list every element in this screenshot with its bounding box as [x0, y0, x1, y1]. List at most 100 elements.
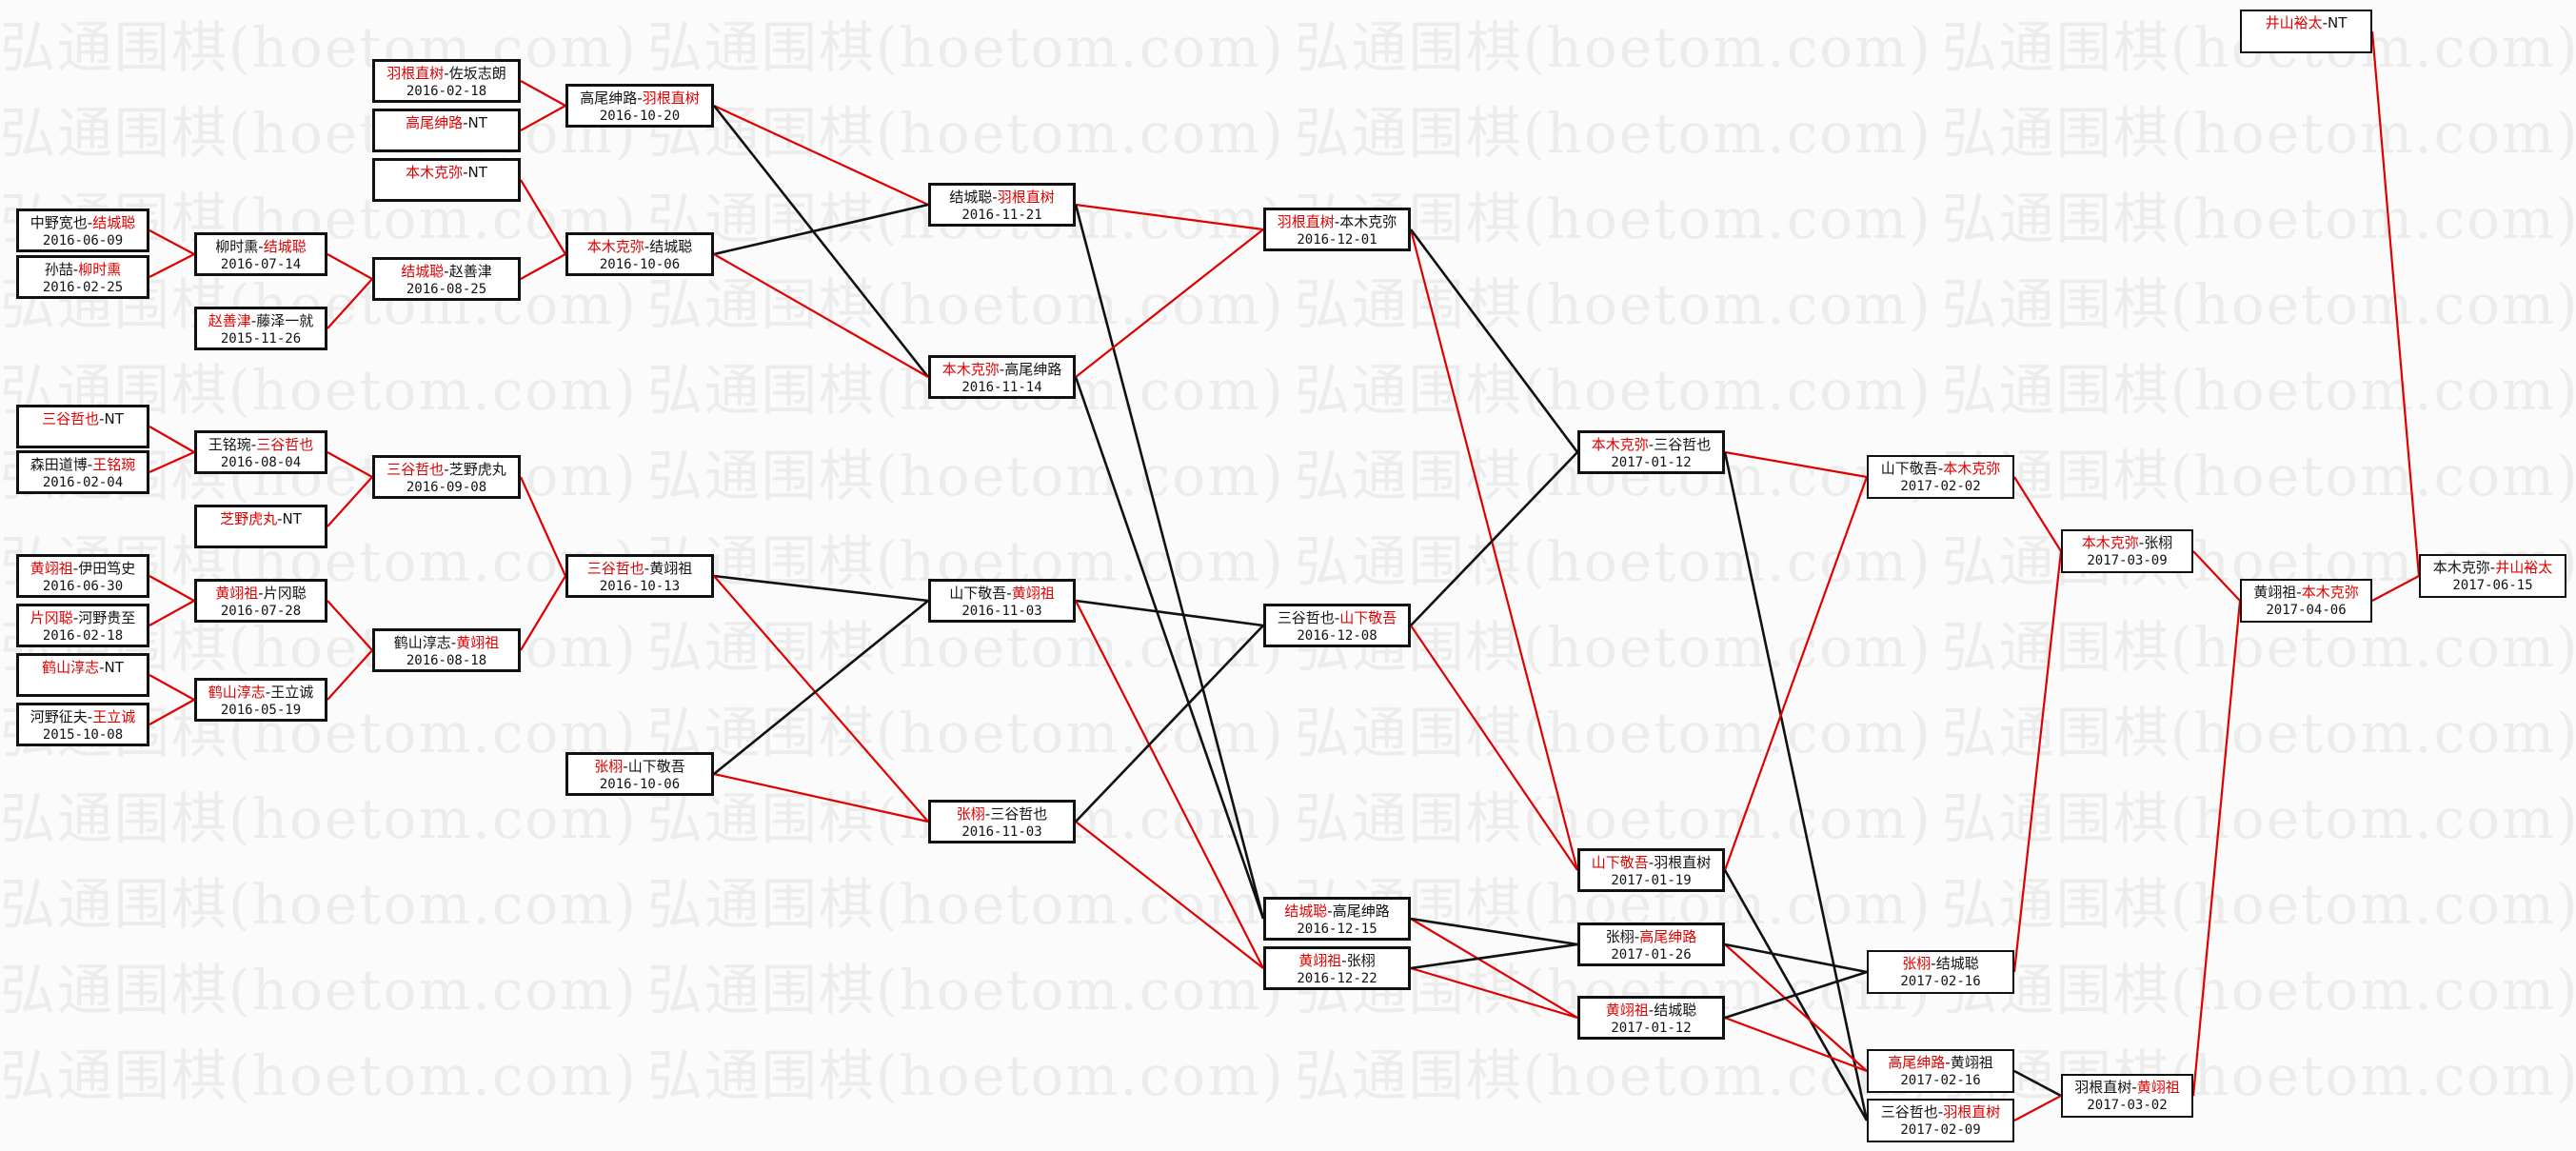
player-2[interactable]: 结城聪 [1935, 955, 1979, 972]
player-1[interactable]: 本木克弥 [406, 164, 464, 181]
player-2[interactable]: 山下敬吾 [627, 758, 685, 775]
match-box[interactable]: 黄翊祖-张栩 2016-12-22 [1263, 946, 1411, 990]
player-1[interactable]: 结城聪 [949, 189, 993, 206]
player-1[interactable]: 高尾绅路 [580, 89, 638, 107]
player-2[interactable]: 本木克弥 [1943, 460, 2001, 477]
match-box[interactable]: 羽根直树-本木克弥 2016-12-01 [1263, 208, 1411, 251]
match-box[interactable]: 张栩-结城聪 2017-02-16 [1867, 950, 2014, 994]
player-1[interactable]: 张栩 [1902, 955, 1932, 972]
player-1[interactable]: 三谷哲也 [386, 461, 445, 478]
match-box[interactable]: 赵善津-藤泽一就 2015-11-26 [194, 307, 327, 350]
match-box[interactable]: 本木克弥-三谷哲也 2017-01-12 [1577, 430, 1725, 474]
player-1[interactable]: 本木克弥 [1591, 436, 1649, 453]
match-box[interactable]: 本木克弥-NT [372, 158, 521, 202]
player-1[interactable]: 本木克弥 [2432, 559, 2490, 576]
player-1[interactable]: 黄翊祖 [1605, 1002, 1649, 1019]
match-box[interactable]: 片冈聪-河野贵至 2016-02-18 [16, 604, 149, 647]
match-box[interactable]: 本木克弥-高尾绅路 2016-11-14 [928, 355, 1076, 399]
player-2[interactable]: 结城聪 [649, 238, 693, 255]
player-1[interactable]: 三谷哲也 [586, 560, 644, 577]
player-2[interactable]: 藤泽一就 [256, 312, 314, 329]
match-box[interactable]: 三谷哲也-山下敬吾 2016-12-08 [1263, 604, 1411, 647]
player-2[interactable]: 本木克弥 [2301, 584, 2359, 601]
player-2[interactable]: 三谷哲也 [990, 805, 1048, 823]
player-2[interactable]: 黄翊祖 [1011, 585, 1055, 602]
match-box[interactable]: 本木克弥-张栩 2017-03-09 [2061, 529, 2193, 573]
player-1[interactable]: 黄翊祖 [2253, 584, 2297, 601]
player-1[interactable]: 本木克弥 [941, 361, 1000, 378]
player-1[interactable]: 黄翊祖 [30, 560, 73, 577]
player-1[interactable]: 羽根直树 [2074, 1079, 2132, 1096]
player-2[interactable]: 柳时熏 [78, 261, 122, 278]
match-box[interactable]: 结城聪-赵善津 2016-08-25 [372, 257, 521, 301]
match-box[interactable]: 高尾绅路-NT [372, 109, 521, 152]
player-2[interactable]: 羽根直树 [1943, 1103, 2001, 1121]
player-2[interactable]: 黄翊祖 [649, 560, 693, 577]
match-box[interactable]: 羽根直树-佐坂志朗 2016-02-18 [372, 59, 521, 103]
match-box[interactable]: 黄翊祖-本木克弥 2017-04-06 [2240, 579, 2372, 623]
match-box[interactable]: 山下敬吾-羽根直树 2017-01-19 [1577, 848, 1725, 892]
match-box[interactable]: 本木克弥-井山裕太 2017-06-15 [2419, 554, 2566, 598]
player-1[interactable]: 赵善津 [208, 312, 251, 329]
player-1[interactable]: 山下敬吾 [949, 585, 1007, 602]
player-2[interactable]: 高尾绅路 [1004, 361, 1062, 378]
match-box[interactable]: 张栩-山下敬吾 2016-10-06 [565, 752, 714, 796]
match-box[interactable]: 王铭琬-三谷哲也 2016-08-04 [194, 430, 327, 474]
match-box[interactable]: 河野征夫-王立诚 2015-10-08 [16, 703, 149, 746]
player-1[interactable]: 张栩 [1605, 928, 1635, 945]
player-2[interactable]: 赵善津 [448, 263, 492, 280]
player-1[interactable]: 鹤山淳志 [393, 634, 451, 651]
player-1[interactable]: 三谷哲也 [1277, 609, 1335, 626]
player-2[interactable]: 结城聪 [263, 238, 307, 255]
player-1[interactable]: 鹤山淳志 [208, 684, 266, 701]
match-box[interactable]: 三谷哲也-芝野虎丸 2016-09-08 [372, 455, 521, 499]
player-2[interactable]: 王立诚 [92, 708, 136, 725]
player-1[interactable]: 鹤山淳志 [42, 659, 100, 676]
match-box[interactable]: 羽根直树-黄翊祖 2017-03-02 [2061, 1074, 2193, 1118]
player-1[interactable]: 森田道博 [30, 456, 88, 473]
player-2[interactable]: 芝野虎丸 [448, 461, 506, 478]
player-2[interactable]: 河野贵至 [78, 609, 136, 626]
match-box[interactable]: 三谷哲也-NT [16, 405, 149, 448]
player-2[interactable]: 高尾绅路 [1332, 903, 1390, 920]
match-box[interactable]: 黄翊祖-伊田笃史 2016-06-30 [16, 554, 149, 598]
match-box[interactable]: 山下敬吾-黄翊祖 2016-11-03 [928, 579, 1076, 623]
player-1[interactable]: 高尾绅路 [1888, 1054, 1946, 1071]
player-1[interactable]: 张栩 [956, 805, 985, 823]
player-1[interactable]: 孙喆 [44, 261, 73, 278]
player-1[interactable]: 羽根直树 [386, 65, 445, 82]
match-box[interactable]: 三谷哲也-黄翊祖 2016-10-13 [565, 554, 714, 598]
player-1[interactable]: 山下敬吾 [1591, 854, 1649, 871]
match-box[interactable]: 高尾绅路-羽根直树 2016-10-20 [565, 84, 714, 128]
player-1[interactable]: 山下敬吾 [1880, 460, 1938, 477]
player-1[interactable]: 片冈聪 [30, 609, 73, 626]
player-2[interactable]: 高尾绅路 [1639, 928, 1697, 945]
match-box[interactable]: 鹤山淳志-王立诚 2016-05-19 [194, 678, 327, 722]
player-2[interactable]: 羽根直树 [997, 189, 1055, 206]
player-1[interactable]: 结城聪 [1284, 903, 1328, 920]
match-box[interactable]: 鹤山淳志-NT [16, 653, 149, 697]
player-1[interactable]: 本木克弥 [586, 238, 644, 255]
match-box[interactable]: 森田道博-王铭琬 2016-02-04 [16, 450, 149, 494]
player-2[interactable]: 黄翊祖 [456, 634, 500, 651]
player-2[interactable]: 本木克弥 [1339, 213, 1397, 230]
match-box[interactable]: 中野宽也-结城聪 2016-06-09 [16, 208, 149, 252]
player-2[interactable]: 结城聪 [1654, 1002, 1697, 1019]
match-box[interactable]: 黄翊祖-片冈聪 2016-07-28 [194, 579, 327, 623]
player-2[interactable]: 山下敬吾 [1339, 609, 1397, 626]
player-1[interactable]: 本木克弥 [2081, 534, 2139, 551]
player-2[interactable]: 片冈聪 [263, 585, 307, 602]
player-1[interactable]: 王铭琬 [208, 436, 251, 453]
player-1[interactable]: 高尾绅路 [406, 114, 464, 131]
match-box[interactable]: 山下敬吾-本木克弥 2017-02-02 [1867, 455, 2014, 499]
player-1[interactable]: 张栩 [594, 758, 624, 775]
match-box[interactable]: 芝野虎丸-NT [194, 505, 327, 548]
player-2[interactable]: 黄翊祖 [1950, 1054, 1993, 1071]
player-1[interactable]: 三谷哲也 [42, 410, 100, 427]
player-1[interactable]: 结城聪 [401, 263, 445, 280]
match-box[interactable]: 井山裕太-NT [2240, 10, 2372, 53]
match-box[interactable]: 结城聪-羽根直树 2016-11-21 [928, 183, 1076, 227]
player-2[interactable]: 佐坂志朗 [448, 65, 506, 82]
match-box[interactable]: 结城聪-高尾绅路 2016-12-15 [1263, 897, 1411, 941]
player-1[interactable]: 柳时熏 [215, 238, 259, 255]
